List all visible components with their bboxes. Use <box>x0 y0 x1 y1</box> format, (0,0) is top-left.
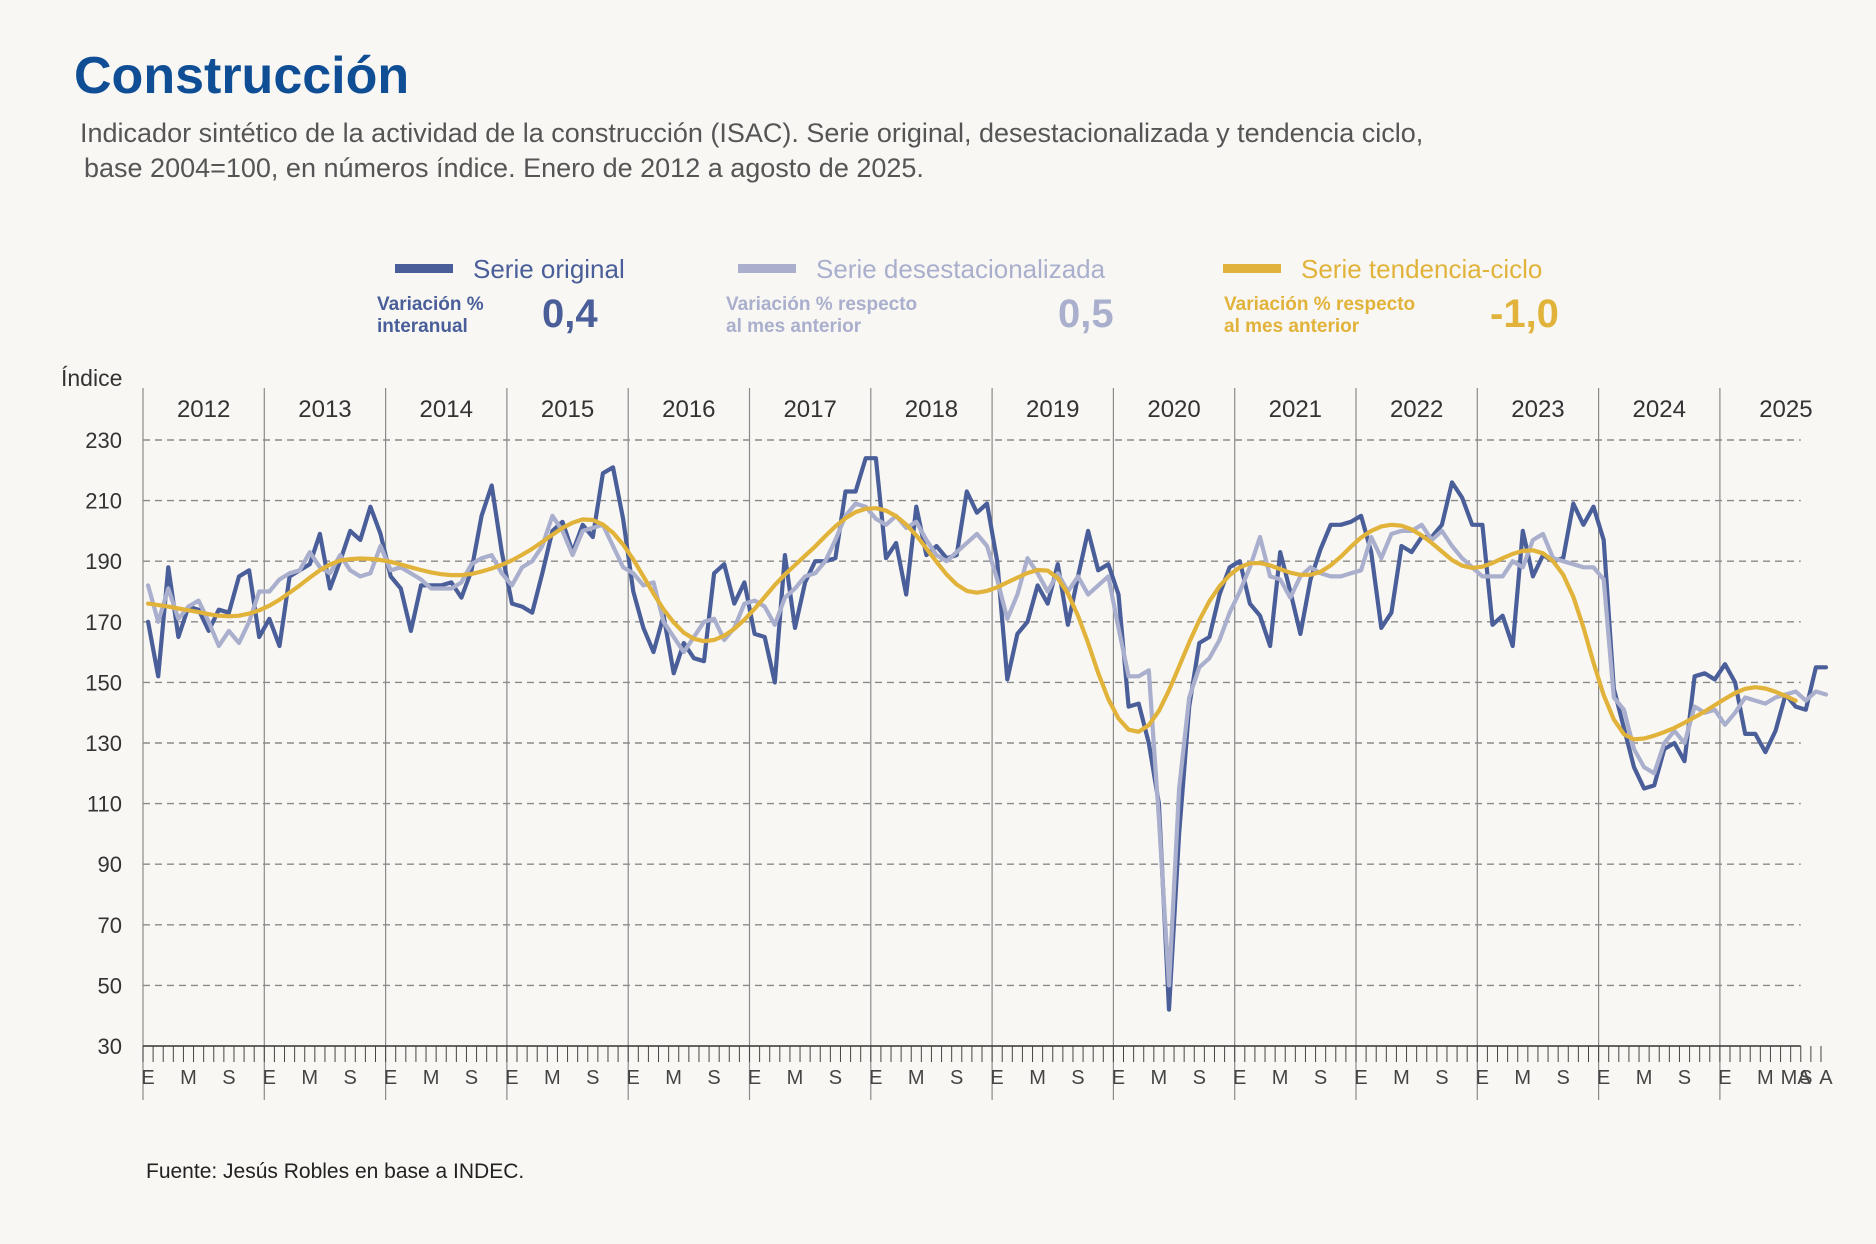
month-label: S <box>829 1067 842 1089</box>
y-tick-label: 110 <box>87 792 122 817</box>
legend-label-seasonally-adjusted: Serie desestacionalizada <box>816 254 1106 284</box>
month-label: E <box>1233 1067 1246 1089</box>
year-label: 2024 <box>1633 396 1686 423</box>
month-label: E <box>505 1067 518 1089</box>
variation-value-seasonally-adjusted: 0,5 <box>1058 292 1114 336</box>
month-label: MA <box>1781 1067 1812 1089</box>
y-tick-label: 30 <box>98 1034 122 1059</box>
y-tick-label: 50 <box>98 973 122 998</box>
year-label: 2013 <box>298 396 351 423</box>
y-tick-label: 210 <box>85 489 122 514</box>
year-label: 2021 <box>1269 396 1322 423</box>
year-label: 2017 <box>783 396 836 423</box>
month-label: A <box>1819 1067 1833 1089</box>
legend-swatch-seasonally-adjusted <box>738 264 796 273</box>
month-label: S <box>1071 1067 1084 1089</box>
chart-title: Construcción <box>74 47 410 105</box>
month-label: E <box>1718 1067 1731 1089</box>
month-label: S <box>1678 1067 1691 1089</box>
y-tick-label: 150 <box>85 670 122 695</box>
year-label: 2020 <box>1147 396 1200 423</box>
month-label: M <box>1150 1067 1167 1089</box>
y-axis-label: Índice <box>61 365 122 391</box>
month-label: S <box>707 1067 720 1089</box>
month-label: E <box>748 1067 761 1089</box>
variation-label-trend-cycle: Variación % respecto al mes anterior <box>1224 294 1416 337</box>
month-label: S <box>222 1067 235 1089</box>
variation-label-original: Variación % interanual <box>377 294 484 337</box>
year-label: 2019 <box>1026 396 1079 423</box>
month-label: S <box>1193 1067 1206 1089</box>
month-label: E <box>384 1067 397 1089</box>
year-label: 2016 <box>662 396 715 423</box>
month-label: E <box>1112 1067 1125 1089</box>
variation-value-trend-cycle: -1,0 <box>1490 292 1559 336</box>
y-tick-label: 170 <box>85 610 122 635</box>
month-label: M <box>1272 1067 1289 1089</box>
month-label: M <box>1393 1067 1410 1089</box>
month-label: M <box>544 1067 561 1089</box>
month-label: M <box>1757 1067 1774 1089</box>
month-label: S <box>343 1067 356 1089</box>
month-label: M <box>1514 1067 1531 1089</box>
month-label: S <box>1435 1067 1448 1089</box>
month-label: S <box>1556 1067 1569 1089</box>
year-label: 2015 <box>541 396 594 423</box>
month-label: M <box>1029 1067 1046 1089</box>
year-label: 2025 <box>1759 396 1812 423</box>
month-label: M <box>665 1067 682 1089</box>
y-tick-label: 70 <box>98 913 122 938</box>
y-tick-label: 90 <box>98 852 122 877</box>
month-label: E <box>627 1067 640 1089</box>
month-label: E <box>141 1067 154 1089</box>
month-label: M <box>908 1067 925 1089</box>
month-label: S <box>465 1067 478 1089</box>
legend-swatch-original <box>395 264 453 273</box>
subtitle-line-2: base 2004=100, en números índice. Enero … <box>84 153 924 183</box>
series-trend-cycle-line <box>146 506 1798 742</box>
month-label: E <box>1354 1067 1367 1089</box>
chart-subtitle: Indicador sintético de la actividad de l… <box>80 116 1580 186</box>
month-label: M <box>787 1067 804 1089</box>
month-label: S <box>586 1067 599 1089</box>
month-label: E <box>990 1067 1003 1089</box>
year-label: 2022 <box>1390 396 1443 423</box>
month-label: E <box>263 1067 276 1089</box>
month-label: S <box>1314 1067 1327 1089</box>
y-tick-label: 230 <box>85 428 122 453</box>
month-label: M <box>180 1067 197 1089</box>
month-label: M <box>301 1067 318 1089</box>
y-tick-label: 130 <box>85 731 122 756</box>
series-original-line <box>146 456 1829 1012</box>
year-label: 2012 <box>177 396 230 423</box>
source-note: Fuente: Jesús Robles en base a INDEC. <box>146 1160 525 1183</box>
legend-label-original: Serie original <box>473 254 625 284</box>
month-label: S <box>950 1067 963 1089</box>
year-label: 2018 <box>905 396 958 423</box>
y-tick-label: 190 <box>85 549 122 574</box>
variation-label-seasonally-adjusted: Variación % respecto al mes anterior <box>726 294 918 337</box>
month-label: M <box>1636 1067 1653 1089</box>
series-seasonally-adjusted-line <box>146 501 1829 988</box>
month-label: E <box>1597 1067 1610 1089</box>
subtitle-line-1: Indicador sintético de la actividad de l… <box>80 118 1424 148</box>
variation-value-original: 0,4 <box>542 292 598 336</box>
month-label: S <box>1799 1067 1812 1089</box>
legend-label-trend-cycle: Serie tendencia-ciclo <box>1301 254 1543 284</box>
month-label: M <box>423 1067 440 1089</box>
month-label: E <box>1476 1067 1489 1089</box>
year-label: 2023 <box>1511 396 1564 423</box>
legend-swatch-trend-cycle <box>1223 264 1281 273</box>
year-label: 2014 <box>420 396 473 423</box>
month-label: E <box>869 1067 882 1089</box>
